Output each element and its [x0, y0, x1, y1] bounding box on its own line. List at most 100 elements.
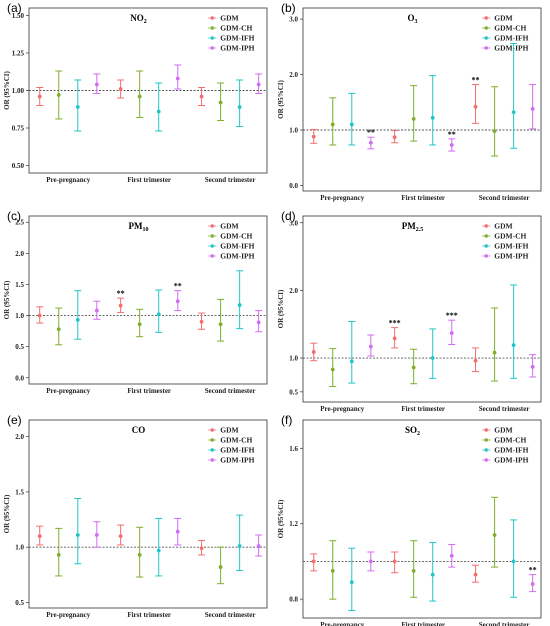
- panel-title: NO2: [130, 13, 147, 25]
- legend-marker-dot: [210, 448, 214, 452]
- x-category-label: Second trimester: [479, 194, 530, 202]
- data-point: [118, 87, 123, 91]
- data-point: [175, 76, 180, 81]
- data-point: [349, 122, 354, 127]
- data-point: [118, 534, 123, 539]
- data-point: [473, 358, 478, 363]
- y-tick-label: 0.5: [289, 388, 298, 396]
- legend-marker-dot: [210, 36, 214, 40]
- legend-entry: GDM-IPH: [494, 44, 528, 53]
- y-tick-label: 1.0: [15, 312, 24, 320]
- y-tick-label: 1.5: [15, 281, 24, 289]
- data-point: [56, 93, 61, 97]
- legend-marker-dot: [484, 224, 488, 228]
- legend-entry: GDM-IPH: [220, 456, 254, 465]
- panel-title-base: O: [407, 13, 414, 23]
- legend-marker-dot: [210, 428, 214, 432]
- data-point: [156, 312, 161, 317]
- x-category-label: First trimester: [127, 387, 171, 395]
- data-point: [137, 322, 142, 327]
- panel-title-base: CO: [132, 425, 146, 435]
- significance-label: **: [472, 76, 480, 85]
- y-tick-label: 0.0: [289, 182, 298, 190]
- legend-marker-dot: [484, 36, 488, 40]
- data-point: [392, 336, 397, 341]
- y-tick-label: 1.50: [12, 12, 25, 20]
- data-point: [492, 129, 497, 134]
- data-point: [530, 582, 535, 586]
- data-point: [492, 350, 497, 355]
- x-category-label: Second trimester: [205, 387, 256, 395]
- legend-entry: GDM-CH: [494, 232, 526, 241]
- x-category-label: First trimester: [127, 176, 171, 184]
- legend-entry: GDM-CH: [494, 436, 526, 445]
- data-point: [349, 580, 354, 585]
- panel-label: (b): [281, 1, 296, 15]
- x-category-label: Pre-pregnancy: [320, 405, 365, 413]
- x-category-label: Second trimester: [479, 405, 530, 413]
- data-point: [137, 553, 142, 557]
- data-point: [330, 568, 335, 573]
- data-point: [511, 559, 516, 564]
- x-category-label: Pre-pregnancy: [320, 194, 365, 202]
- panel-c: (c) PM10 0.0 0.5 1.0 1.5 2.0 2.5 OR (95%CI) Pre-p…: [3, 209, 268, 395]
- data-point: [237, 303, 242, 307]
- legend-entry: GDM-CH: [494, 24, 526, 33]
- y-tick-label: 0.5: [15, 599, 24, 607]
- data-point: [56, 327, 61, 332]
- legend-entry: GDM-IFH: [494, 242, 528, 251]
- legend-entry: GDM: [494, 222, 512, 231]
- plot-frame: [302, 7, 542, 192]
- data-point: [449, 553, 454, 558]
- x-category-label: First trimester: [401, 621, 445, 626]
- data-point: [473, 104, 478, 109]
- panel-label: (e): [7, 413, 22, 427]
- significance-label: **: [448, 130, 456, 139]
- legend-entry: GDM-IFH: [220, 34, 254, 43]
- significance-label: **: [367, 128, 375, 137]
- plot-frame: [302, 419, 542, 619]
- legend-entry: GDM: [220, 14, 238, 23]
- data-point: [75, 533, 80, 537]
- data-point: [430, 356, 435, 360]
- data-point: [311, 559, 316, 564]
- data-point: [430, 115, 435, 120]
- y-tick-label: 2.0: [15, 433, 24, 441]
- panel-title-subscript: 2: [144, 19, 147, 25]
- panel-title: PM2.5: [402, 221, 424, 233]
- panel-label: (d): [281, 209, 296, 223]
- data-point: [256, 320, 261, 325]
- data-point: [94, 308, 99, 313]
- y-tick-label: 2.0: [289, 287, 298, 295]
- y-tick-label: 2.0: [15, 250, 24, 258]
- y-tick-label: 0.50: [12, 162, 25, 170]
- y-axis-label: OR (95%CI): [277, 79, 285, 118]
- data-point: [449, 331, 454, 335]
- panel-title: CO: [132, 425, 146, 435]
- legend-marker-dot: [210, 458, 214, 462]
- legend-entry: GDM: [494, 426, 512, 435]
- legend-entry: GDM-IPH: [220, 44, 254, 53]
- y-axis-label: OR (95%CI): [277, 499, 285, 538]
- data-point: [256, 82, 261, 87]
- legend-entry: GDM-IFH: [494, 34, 528, 43]
- legend-entry: GDM-IPH: [494, 456, 528, 465]
- legend-marker-dot: [210, 46, 214, 50]
- data-point: [368, 559, 373, 564]
- significance-label: **: [529, 566, 537, 575]
- x-category-label: Pre-pregnancy: [46, 176, 91, 184]
- data-point: [430, 572, 435, 577]
- data-point: [311, 350, 316, 354]
- data-point: [330, 367, 335, 372]
- y-tick-label: 3.0: [289, 16, 298, 24]
- x-category-label: Pre-pregnancy: [320, 621, 365, 626]
- x-category-label: Pre-pregnancy: [46, 387, 91, 395]
- panel-b: (b) O3 0.0 1.0 2.0 3.0 OR (95%CI) Pre-pregnancy…: [277, 1, 542, 202]
- x-category-label: Second trimester: [205, 176, 256, 184]
- legend-marker-dot: [484, 26, 488, 30]
- legend-marker-dot: [210, 234, 214, 238]
- data-point: [237, 105, 242, 109]
- legend-marker-dot: [484, 458, 488, 462]
- y-tick-label: 1.5: [15, 488, 24, 496]
